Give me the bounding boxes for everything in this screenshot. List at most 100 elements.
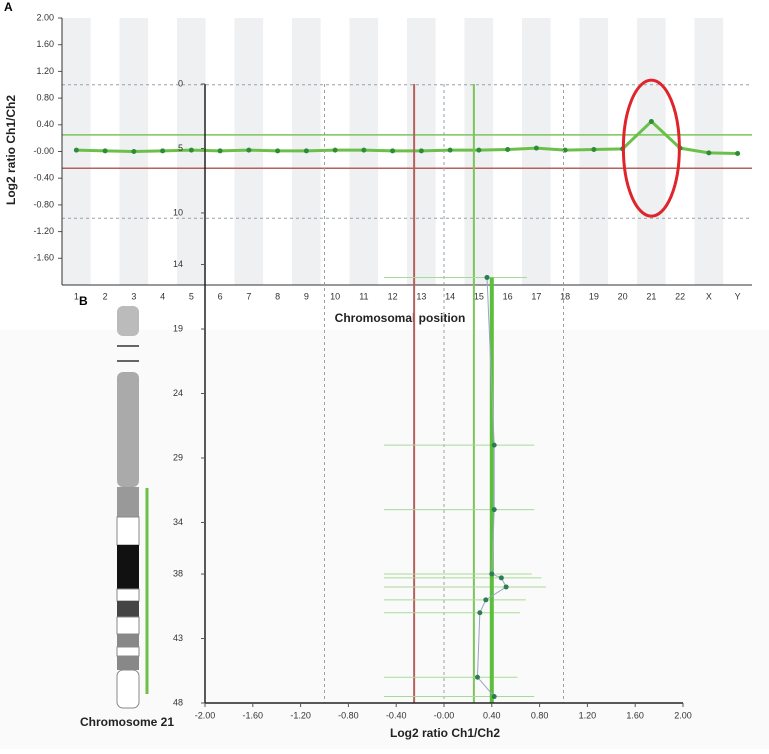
data-point — [160, 148, 166, 154]
ideogram — [116, 306, 149, 709]
data-point — [706, 150, 712, 156]
x-tick-label: 0.80 — [531, 710, 549, 720]
x-tick-label: 1.20 — [579, 710, 597, 720]
y-tick-label: 1.60 — [36, 39, 54, 49]
y-tick-label: 5 — [178, 143, 183, 153]
data-point — [217, 148, 223, 154]
x-tick-label: 10 — [330, 291, 340, 301]
x-tick-label: 18 — [560, 291, 570, 301]
x-tick-label: 22 — [675, 291, 685, 301]
data-point — [503, 584, 509, 590]
data-point — [505, 146, 511, 152]
x-tick-label: 19 — [589, 291, 599, 301]
y-tick-label: 14 — [173, 259, 183, 269]
data-point — [246, 147, 252, 153]
data-point — [476, 147, 482, 153]
x-tick-label: -2.00 — [195, 710, 216, 720]
x-tick-label: -1.20 — [290, 710, 311, 720]
chromosome-band — [637, 18, 666, 285]
x-tick-label: 0.40 — [483, 710, 501, 720]
data-line — [76, 119, 738, 156]
data-point — [474, 674, 480, 680]
y-tick-label: 10 — [173, 207, 183, 217]
y-tick-label: 43 — [173, 633, 183, 643]
panel-b-background — [0, 330, 769, 749]
y-tick-label: -0.00 — [33, 146, 54, 156]
x-tick-label: 7 — [246, 291, 251, 301]
x-tick-label: 1.60 — [626, 710, 644, 720]
y-tick-label: 29 — [173, 452, 183, 462]
x-tick-label: 17 — [531, 291, 541, 301]
y-tick-label: 48 — [173, 697, 183, 707]
x-tick-label: 14 — [445, 291, 455, 301]
data-point — [491, 694, 497, 700]
y-tick-label: 0 — [178, 78, 183, 88]
y-tick-label: 1.20 — [36, 66, 54, 76]
data-point — [390, 148, 396, 154]
y-axis-title: Log2 ratio Ch1/Ch2 — [4, 95, 18, 205]
ideogram-label: Chromosome 21 — [80, 715, 174, 729]
x-tick-label: 21 — [646, 291, 656, 301]
x-axis-title: Chromosomal position — [335, 311, 466, 325]
panel-label: A — [4, 0, 13, 14]
x-tick-label: 12 — [388, 291, 398, 301]
y-tick-label: -1.60 — [33, 253, 54, 263]
x-tick-label: -1.60 — [243, 710, 264, 720]
x-tick-label: 2.00 — [674, 710, 692, 720]
panel-label: B — [79, 294, 88, 308]
x-tick-label: 8 — [275, 291, 280, 301]
x-tick-label: 2 — [103, 291, 108, 301]
y-tick-label: 38 — [173, 568, 183, 578]
y-tick-label: 0.80 — [36, 92, 54, 102]
chromosome-band — [522, 18, 551, 285]
x-tick-label: Y — [735, 291, 741, 301]
data-point — [361, 147, 367, 153]
y-tick-label: -0.40 — [33, 173, 54, 183]
data-point — [484, 274, 490, 280]
y-tick-label: -0.80 — [33, 199, 54, 209]
data-point — [102, 148, 108, 154]
data-point — [447, 147, 453, 153]
y-tick-label: 2.00 — [36, 12, 54, 22]
data-point — [188, 147, 194, 153]
highlight-circle — [621, 78, 681, 218]
data-point — [477, 610, 483, 616]
data-point — [483, 597, 489, 603]
data-line — [476, 277, 507, 697]
x-tick-label: 16 — [503, 291, 513, 301]
data-point — [275, 148, 281, 154]
x-tick-label: -0.40 — [386, 710, 407, 720]
data-point — [735, 151, 741, 157]
x-axis-title: Log2 ratio Ch1/Ch2 — [390, 726, 500, 740]
data-point — [303, 148, 309, 154]
data-point — [491, 507, 497, 513]
x-tick-label: 4 — [160, 291, 165, 301]
x-tick-label: -0.80 — [338, 710, 359, 720]
x-tick-label: 13 — [416, 291, 426, 301]
y-tick-label: -1.20 — [33, 226, 54, 236]
data-point — [498, 575, 504, 581]
x-tick-label: 3 — [131, 291, 136, 301]
x-tick-label: 11 — [359, 291, 368, 301]
x-tick-label: 5 — [189, 291, 194, 301]
y-tick-label: 0.40 — [36, 119, 54, 129]
x-tick-label: 6 — [218, 291, 223, 301]
x-tick-label: X — [706, 291, 712, 301]
x-tick-label: 15 — [474, 291, 484, 301]
data-point — [418, 148, 424, 154]
data-point — [648, 118, 654, 124]
data-point — [533, 145, 539, 151]
x-tick-label: 20 — [618, 291, 628, 301]
data-point — [332, 147, 338, 153]
x-tick-label: 1 — [74, 291, 79, 301]
x-tick-label: -0.00 — [434, 710, 455, 720]
x-tick-label: 9 — [304, 291, 309, 301]
data-point — [491, 442, 497, 448]
y-tick-label: 19 — [173, 323, 183, 333]
data-point — [73, 147, 79, 153]
y-tick-label: 24 — [173, 388, 183, 398]
data-point — [591, 146, 597, 152]
y-tick-label: 34 — [173, 517, 183, 527]
data-point — [131, 149, 137, 154]
